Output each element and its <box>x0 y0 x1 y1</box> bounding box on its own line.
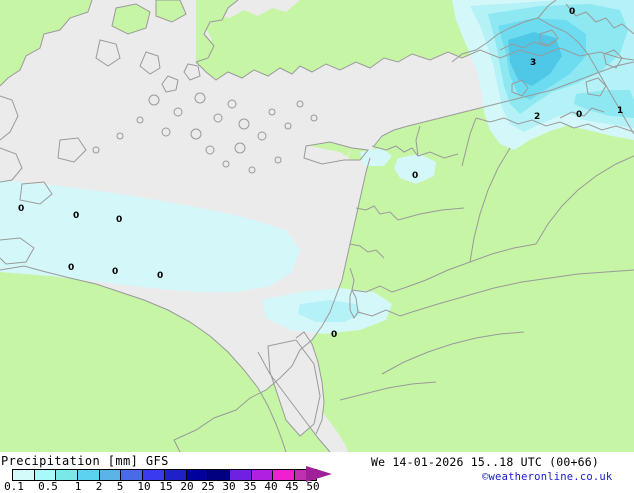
colorbar-segment <box>164 470 187 480</box>
colorbar-tick-labels: 0.1 0.5 1 2 5 10 15 20 25 30 35 40 45 50 <box>0 480 330 493</box>
map-footer: Precipitation [mm] GFS 0.1 0.5 1 2 5 10 <box>0 452 634 493</box>
spot-value: 0 <box>412 171 419 181</box>
colorbar-segment <box>229 470 252 480</box>
colorbar-segment <box>273 470 295 480</box>
spot-value: 0 <box>73 211 80 221</box>
colorbar-segment <box>251 470 274 480</box>
colorbar-segment <box>186 470 209 480</box>
legend-title: Precipitation [mm] GFS <box>1 454 169 468</box>
copyright-notice[interactable]: ©weatheronline.co.uk <box>482 471 613 483</box>
spot-value: 0 <box>569 7 576 17</box>
colorbar-tick: 35 <box>243 480 257 493</box>
precipitation-layer <box>0 0 634 334</box>
spot-value: 0 <box>157 271 164 281</box>
spot-value: 0 <box>331 330 338 340</box>
spot-value: 0 <box>576 110 583 120</box>
colorbar-segment <box>13 470 35 480</box>
colorbar-tick: 45 <box>285 480 299 493</box>
colorbar-segment <box>56 470 79 480</box>
forecast-timestamp: We 14-01-2026 15..18 UTC (00+66) <box>371 455 599 469</box>
colorbar-segment <box>208 470 230 480</box>
precipitation-colorbar <box>12 469 317 481</box>
colorbar-overflow-arrow-icon <box>306 466 332 482</box>
spot-value: 3 <box>530 58 537 68</box>
colorbar-tick: 5 <box>116 480 124 493</box>
colorbar-tick: 1 <box>74 480 82 493</box>
colorbar-tick: 20 <box>180 480 194 493</box>
spot-value: 0 <box>116 215 123 225</box>
colorbar-tick: 2 <box>95 480 103 493</box>
spot-value: 1 <box>617 106 624 116</box>
spot-value: 0 <box>68 263 75 273</box>
colorbar-tick: 50 <box>306 480 320 493</box>
coastline-and-border-layer <box>0 0 634 452</box>
colorbar-tick: 0.5 <box>38 480 58 493</box>
colorbar-segment <box>99 470 122 480</box>
colorbar-segment <box>294 470 316 480</box>
precip-patch-jordan <box>394 154 436 184</box>
colorbar-segment <box>143 470 165 480</box>
colorbar-segment <box>78 470 100 480</box>
spot-value: 2 <box>534 112 541 122</box>
spot-value: 0 <box>112 267 119 277</box>
spot-value: 0 <box>18 204 25 214</box>
colorbar-tick: 15 <box>159 480 173 493</box>
colorbar-tick: 30 <box>222 480 236 493</box>
map-canvas <box>0 0 634 452</box>
colorbar-tick: 40 <box>264 480 278 493</box>
colorbar-tick: 10 <box>137 480 151 493</box>
colorbar-tick: 25 <box>201 480 215 493</box>
colorbar-segment <box>34 470 57 480</box>
colorbar-segment <box>121 470 144 480</box>
precipitation-map[interactable]: 0 0 0 0 0 0 0 0 0 3 2 0 1 <box>0 0 634 452</box>
colorbar-tick: 0.1 <box>4 480 24 493</box>
